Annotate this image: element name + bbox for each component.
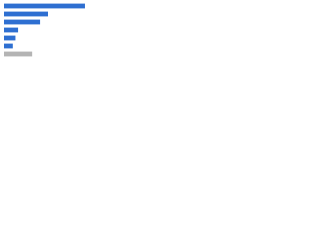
chart	[0, 0, 100, 71]
page: (() => { const data = JSON.parse(documen…	[0, 0, 320, 71]
bar	[4, 11, 48, 17]
bar	[4, 19, 41, 25]
bar	[4, 35, 16, 41]
bar	[4, 3, 85, 9]
bar	[4, 51, 33, 57]
bar	[4, 27, 19, 33]
background	[0, 0, 100, 71]
bar	[4, 43, 13, 49]
